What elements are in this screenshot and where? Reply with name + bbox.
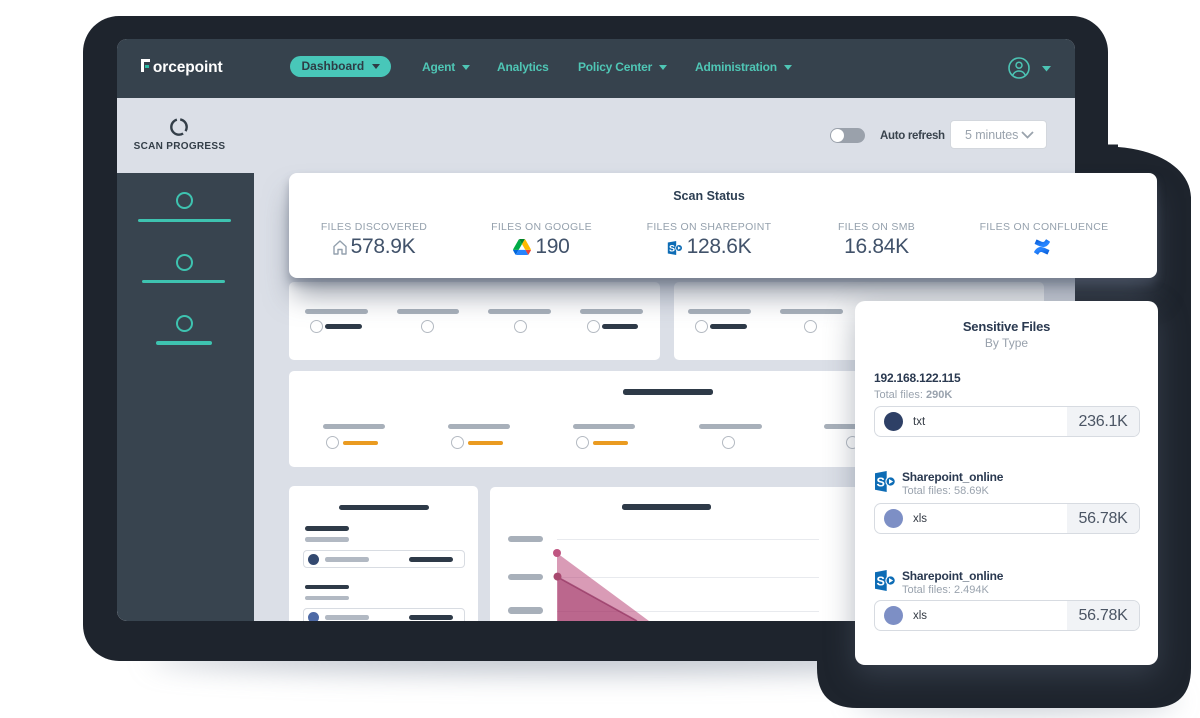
svg-text:S: S (877, 574, 885, 588)
svg-text:S: S (669, 243, 675, 253)
svg-text:S: S (877, 475, 885, 489)
